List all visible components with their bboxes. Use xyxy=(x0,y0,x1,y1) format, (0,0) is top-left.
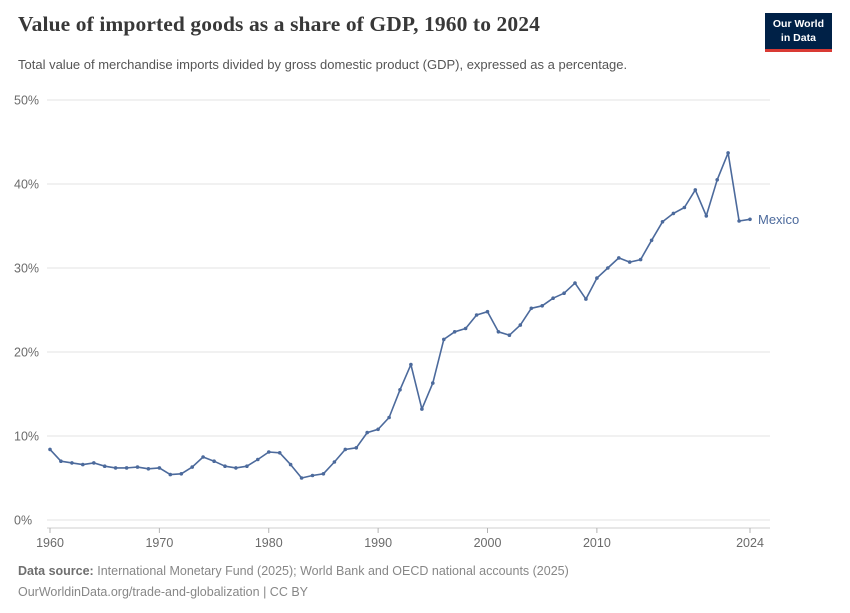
data-point[interactable] xyxy=(310,473,315,478)
data-point[interactable] xyxy=(431,381,435,386)
chart-title: Value of imported goods as a share of GD… xyxy=(18,12,540,36)
data-point[interactable] xyxy=(463,326,468,331)
data-point[interactable] xyxy=(343,447,348,452)
data-point[interactable] xyxy=(409,363,413,367)
data-point[interactable] xyxy=(277,451,282,455)
x-axis-label: 1970 xyxy=(145,536,173,550)
data-point[interactable] xyxy=(223,464,227,469)
x-axis-label: 2010 xyxy=(583,536,611,550)
data-point[interactable] xyxy=(157,466,162,470)
data-point[interactable] xyxy=(606,266,610,271)
data-point[interactable] xyxy=(365,431,370,435)
data-point[interactable] xyxy=(299,476,304,481)
data-point[interactable] xyxy=(682,205,687,210)
data-point[interactable] xyxy=(376,427,380,432)
data-point[interactable] xyxy=(562,291,566,296)
chart-footer: Data source: International Monetary Fund… xyxy=(0,554,850,613)
y-axis-label: 40% xyxy=(14,178,39,192)
owid-logo-line2: in Data xyxy=(780,31,816,44)
data-point[interactable] xyxy=(146,467,151,471)
data-point[interactable] xyxy=(201,455,205,460)
data-point[interactable] xyxy=(507,333,512,338)
data-point[interactable] xyxy=(234,466,238,470)
data-point[interactable] xyxy=(442,337,446,342)
data-point[interactable] xyxy=(245,464,249,469)
series-label-mexico[interactable]: Mexico xyxy=(758,212,799,227)
data-point[interactable] xyxy=(573,281,577,286)
data-point[interactable] xyxy=(748,217,752,222)
data-point[interactable] xyxy=(124,466,129,470)
data-point[interactable] xyxy=(92,461,96,465)
data-point[interactable] xyxy=(70,461,74,465)
data-point[interactable] xyxy=(81,463,85,467)
y-axis-label: 50% xyxy=(14,94,39,108)
data-point[interactable] xyxy=(518,323,523,328)
data-source-text: International Monetary Fund (2025); Worl… xyxy=(97,564,569,579)
data-point[interactable] xyxy=(135,465,140,470)
data-point[interactable] xyxy=(267,450,271,455)
data-point[interactable] xyxy=(288,463,293,467)
data-point[interactable] xyxy=(168,473,173,477)
chart-subtitle: Total value of merchandise imports divid… xyxy=(18,57,628,73)
data-point[interactable] xyxy=(420,407,424,412)
data-point[interactable] xyxy=(332,460,337,465)
data-point[interactable] xyxy=(496,330,501,334)
owid-chart-page: Value of imported goods as a share of GD… xyxy=(0,0,850,599)
data-point[interactable] xyxy=(737,219,741,224)
data-point[interactable] xyxy=(48,447,52,452)
data-point[interactable] xyxy=(190,465,194,470)
footer-separator: | xyxy=(263,584,267,599)
data-point[interactable] xyxy=(617,256,621,260)
data-point[interactable] xyxy=(715,178,719,182)
data-point[interactable] xyxy=(649,238,654,243)
data-point[interactable] xyxy=(551,296,555,301)
data-point[interactable] xyxy=(102,464,107,469)
data-point[interactable] xyxy=(212,459,216,464)
footer-links-line: OurWorldinData.org/trade-and-globalizati… xyxy=(18,582,832,603)
data-point[interactable] xyxy=(726,151,730,155)
data-point[interactable] xyxy=(255,457,260,462)
line-chart[interactable]: 0% 10% 20% 30% 40% 50% 1960 1970 1980 1990 2000 201… xyxy=(0,72,850,554)
data-point[interactable] xyxy=(584,297,588,302)
y-axis-label: 10% xyxy=(14,430,39,444)
chart-header: Value of imported goods as a share of GD… xyxy=(0,0,850,72)
x-axis-label: 2024 xyxy=(736,536,764,550)
data-point[interactable] xyxy=(704,214,709,218)
data-point[interactable] xyxy=(595,276,599,281)
x-axis-label: 1980 xyxy=(255,536,283,550)
owid-url-link[interactable]: OurWorldinData.org/trade-and-globalizati… xyxy=(18,584,260,599)
data-point[interactable] xyxy=(321,472,326,476)
data-point[interactable] xyxy=(529,306,534,311)
data-point[interactable] xyxy=(638,258,643,262)
x-axis-label: 2000 xyxy=(474,536,502,550)
data-point[interactable] xyxy=(354,446,359,450)
data-point[interactable] xyxy=(660,220,665,224)
data-point[interactable] xyxy=(540,304,544,308)
chart-area: 0% 10% 20% 30% 40% 50% 1960 1970 1980 1990 2000 201… xyxy=(0,72,850,554)
x-axis-label: 1990 xyxy=(364,536,392,550)
data-point[interactable] xyxy=(485,310,490,314)
data-point[interactable] xyxy=(387,415,391,420)
data-point[interactable] xyxy=(693,188,698,192)
license-link[interactable]: CC BY xyxy=(269,584,308,599)
owid-logo-line1: Our World xyxy=(772,18,824,30)
data-point[interactable] xyxy=(113,466,118,470)
owid-logo[interactable]: Our World in Data xyxy=(764,13,832,53)
y-axis-label: 20% xyxy=(14,346,39,360)
data-point[interactable] xyxy=(179,472,184,476)
y-axis-label: 30% xyxy=(14,262,39,276)
data-point[interactable] xyxy=(59,459,63,464)
x-axis-label: 1960 xyxy=(36,536,64,550)
data-point[interactable] xyxy=(398,388,402,392)
y-axis-label: 0% xyxy=(14,514,32,528)
data-source-line: Data source: International Monetary Fund… xyxy=(18,561,832,582)
data-point[interactable] xyxy=(474,313,479,318)
data-point[interactable] xyxy=(671,211,676,216)
mexico-line[interactable] xyxy=(49,152,751,480)
data-point[interactable] xyxy=(627,260,632,265)
data-source-label: Data source: xyxy=(18,564,94,579)
data-point[interactable] xyxy=(452,330,457,334)
